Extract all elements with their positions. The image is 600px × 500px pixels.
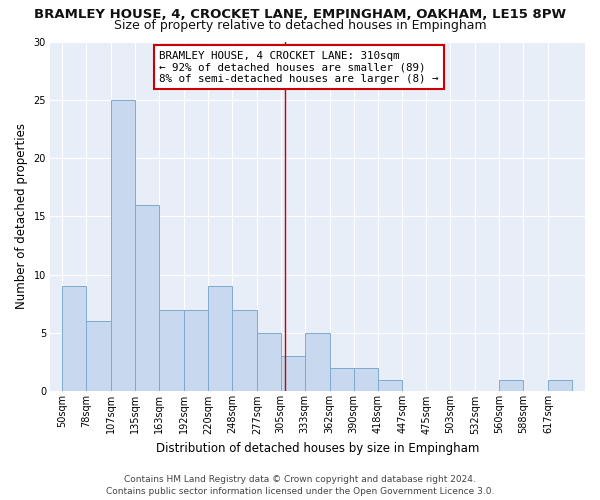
Bar bbox=[86, 322, 111, 392]
Text: Size of property relative to detached houses in Empingham: Size of property relative to detached ho… bbox=[113, 18, 487, 32]
Bar bbox=[353, 368, 377, 392]
Bar bbox=[305, 333, 329, 392]
Bar bbox=[159, 310, 184, 392]
Y-axis label: Number of detached properties: Number of detached properties bbox=[15, 124, 28, 310]
Text: BRAMLEY HOUSE, 4, CROCKET LANE, EMPINGHAM, OAKHAM, LE15 8PW: BRAMLEY HOUSE, 4, CROCKET LANE, EMPINGHA… bbox=[34, 8, 566, 20]
X-axis label: Distribution of detached houses by size in Empingham: Distribution of detached houses by size … bbox=[156, 442, 479, 455]
Bar bbox=[208, 286, 232, 392]
Bar bbox=[377, 380, 403, 392]
Bar bbox=[281, 356, 305, 392]
Bar bbox=[329, 368, 353, 392]
Bar bbox=[111, 100, 135, 392]
Bar bbox=[499, 380, 523, 392]
Text: Contains HM Land Registry data © Crown copyright and database right 2024.
Contai: Contains HM Land Registry data © Crown c… bbox=[106, 474, 494, 496]
Bar bbox=[184, 310, 208, 392]
Text: BRAMLEY HOUSE, 4 CROCKET LANE: 310sqm
← 92% of detached houses are smaller (89)
: BRAMLEY HOUSE, 4 CROCKET LANE: 310sqm ← … bbox=[159, 51, 439, 84]
Bar bbox=[548, 380, 572, 392]
Bar bbox=[62, 286, 86, 392]
Bar bbox=[257, 333, 281, 392]
Bar bbox=[232, 310, 257, 392]
Bar bbox=[135, 205, 159, 392]
